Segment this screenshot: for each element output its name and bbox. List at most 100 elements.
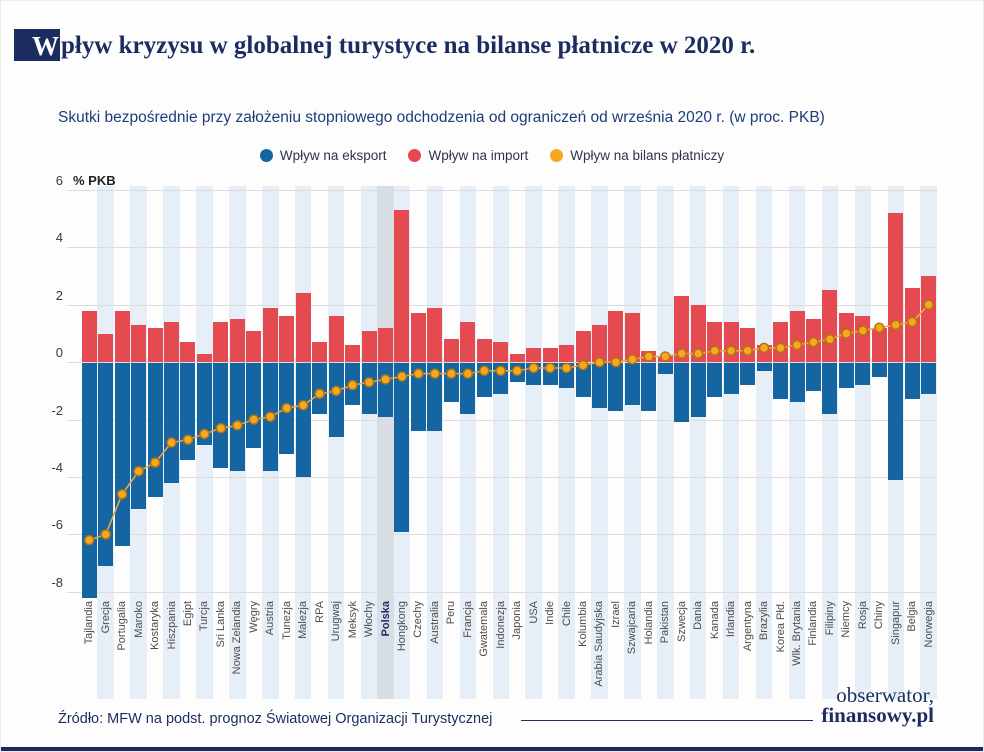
balance-dot-Turcja bbox=[199, 428, 210, 440]
import-bar-Indonezja bbox=[493, 342, 509, 363]
export-bar-Kanada bbox=[707, 363, 723, 397]
export-bar-Hiszpania bbox=[164, 363, 180, 483]
balance-dot-Niemcy bbox=[841, 328, 852, 339]
country-label-Niemcy: Niemcy bbox=[840, 601, 853, 638]
country-label-Irlandia: Irlandia bbox=[725, 601, 738, 638]
balance-dot-Wlk. Brytania bbox=[791, 339, 803, 351]
export-bar-Egipt bbox=[180, 363, 196, 460]
country-label-Maroko: Maroko bbox=[132, 601, 145, 638]
column-stripe bbox=[591, 186, 608, 699]
country-label-Kostaryka: Kostaryka bbox=[149, 601, 162, 650]
import-bar-Francja bbox=[460, 322, 476, 363]
export-bar-Niemcy bbox=[838, 363, 854, 389]
balance-dot-Argentyna bbox=[742, 345, 753, 356]
balance-dot-Izrael bbox=[610, 356, 622, 368]
country-label-Japonia: Japonia bbox=[511, 601, 524, 640]
export-bar-Australia bbox=[427, 363, 443, 432]
import-bar-Turcja bbox=[196, 353, 212, 363]
country-label-Wlk. Brytania: Wlk. Brytania bbox=[791, 601, 803, 666]
country-label-Polska: Polska bbox=[379, 601, 392, 637]
import-bar-Egipt bbox=[180, 342, 196, 363]
import-bar-Hongkong bbox=[394, 210, 410, 363]
legend-item-import: Wpływ na import bbox=[408, 148, 528, 163]
balance-dot-Egipt bbox=[182, 434, 194, 445]
import-bar-Włochy bbox=[361, 330, 377, 363]
export-bar-Turcja bbox=[196, 363, 212, 446]
country-label-Australia: Australia bbox=[428, 601, 441, 644]
gridline-2 bbox=[67, 304, 937, 306]
gridline-4 bbox=[67, 247, 937, 249]
import-bar-Filipiny bbox=[822, 290, 838, 363]
balance-dot-Australia bbox=[429, 368, 441, 379]
source-note: Źródło: MFW na podst. prognoz Światowej … bbox=[58, 711, 493, 727]
export-bar-Pakistan bbox=[657, 363, 673, 374]
balance-dot-Francja bbox=[462, 368, 474, 379]
export-bar-Dania bbox=[690, 363, 706, 417]
bottom-accent-bar bbox=[1, 747, 983, 751]
export-bar-RPA bbox=[312, 363, 328, 414]
balance-dot-Sri Lanka bbox=[215, 422, 227, 434]
balance-dot-Tajlandia bbox=[83, 534, 95, 546]
country-label-Czechy: Czechy bbox=[412, 601, 425, 638]
balance-dot-Kolumbia bbox=[577, 359, 589, 371]
import-bar-Peru bbox=[443, 339, 459, 363]
balance-dot-Polska bbox=[380, 374, 391, 385]
country-label-Nowa Zelandia: Nowa Zelandia bbox=[231, 601, 244, 675]
country-label-Brazylia: Brazylia bbox=[758, 601, 771, 641]
country-label-Urugwaj: Urugwaj bbox=[330, 601, 343, 642]
import-bar-Australia bbox=[427, 307, 443, 363]
import-bar-Maroko bbox=[131, 324, 147, 363]
legend-item-balance: Wpływ na bilans płatniczy bbox=[550, 148, 724, 163]
balance-dot-Malezja bbox=[297, 399, 309, 411]
import-bar-Grecja bbox=[98, 333, 114, 363]
y-tick-label: -2 bbox=[51, 402, 63, 418]
column-stripe bbox=[755, 186, 773, 699]
export-bar-Włochy bbox=[361, 363, 377, 414]
balance-dot-Maroko bbox=[133, 466, 144, 477]
balance-dot-Gwatemala bbox=[479, 365, 490, 377]
balance-dot-Hongkong bbox=[396, 371, 408, 382]
balance-dot-Chile bbox=[561, 362, 572, 374]
balance-dot-Dania bbox=[692, 348, 704, 359]
country-label-Gwatemala: Gwatemala bbox=[478, 601, 491, 657]
export-bar-Grecja bbox=[98, 363, 114, 566]
column-stripe bbox=[492, 186, 509, 699]
country-label-Meksyk: Meksyk bbox=[346, 601, 359, 639]
balance-dot-Norwegia bbox=[923, 299, 934, 311]
legend-item-export: Wpływ na eksport bbox=[259, 148, 386, 163]
balance-dot-Arabia Saudyjska bbox=[594, 356, 605, 368]
balance-dot-Belgia bbox=[906, 316, 918, 328]
balance-dot-Filipiny bbox=[824, 333, 836, 345]
balance-dot-Włochy bbox=[363, 377, 375, 388]
title-initial-letter: W bbox=[32, 31, 59, 61]
country-label-Malezja: Malezja bbox=[297, 601, 310, 639]
balance-dot-Austria bbox=[265, 411, 276, 422]
balance-dot-Kanada bbox=[709, 345, 720, 356]
import-bar-Węgry bbox=[246, 330, 262, 363]
export-bar-Sri Lanka bbox=[213, 363, 229, 469]
import-bar-Sri Lanka bbox=[213, 322, 229, 363]
import-bar-Chiny bbox=[871, 327, 887, 363]
y-tick-label: 6 bbox=[55, 173, 63, 188]
country-label-Austria: Austria bbox=[264, 601, 277, 636]
import-bar-Gwatemala bbox=[476, 339, 492, 363]
import-bar-Wlk. Brytania bbox=[789, 310, 805, 363]
import-bar-Polska bbox=[378, 327, 393, 363]
export-bar-Szwecja bbox=[674, 363, 690, 423]
balance-dot-Irlandia bbox=[725, 345, 737, 356]
balance-dot-Kostaryka bbox=[149, 457, 161, 468]
balance-legend-dot-icon bbox=[550, 149, 564, 162]
import-bar-USA bbox=[526, 347, 542, 363]
balance-dot-Indonezja bbox=[495, 365, 506, 377]
import-bar-Dania bbox=[690, 304, 706, 363]
balance-dot-Nowa Zelandia bbox=[232, 420, 243, 431]
legend-label-balance: Wpływ na bilans płatniczy bbox=[570, 148, 725, 163]
country-label-Arabia Saudyjska: Arabia Saudyjska bbox=[593, 601, 606, 687]
country-label-Korea Płd.: Korea Płd. bbox=[774, 601, 787, 653]
export-bar-Finlandia bbox=[805, 363, 821, 391]
export-bar-Izrael bbox=[608, 363, 624, 411]
country-label-Filipiny: Filipiny bbox=[823, 601, 836, 636]
country-label-Singapur: Singapur bbox=[889, 601, 902, 646]
import-legend-dot-icon bbox=[408, 149, 422, 162]
balance-dot-Brazylia bbox=[758, 342, 770, 354]
